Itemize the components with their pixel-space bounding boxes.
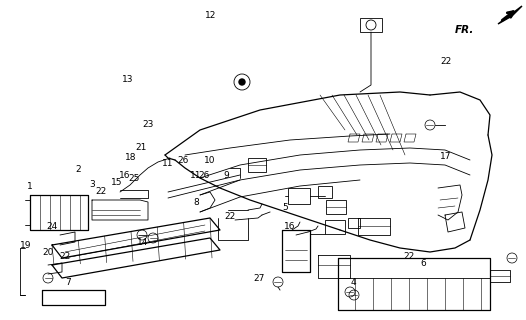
Text: 25: 25 xyxy=(128,174,140,183)
Polygon shape xyxy=(498,6,522,24)
Text: 6: 6 xyxy=(420,259,426,268)
Text: 17: 17 xyxy=(440,152,452,161)
Text: 1: 1 xyxy=(27,182,33,191)
Text: 14: 14 xyxy=(137,238,149,247)
Text: 22: 22 xyxy=(225,212,236,221)
Text: 27: 27 xyxy=(253,274,265,283)
Text: 13: 13 xyxy=(122,75,133,84)
Text: 10: 10 xyxy=(204,156,215,165)
Text: 5: 5 xyxy=(282,203,288,212)
Text: 12: 12 xyxy=(205,11,216,20)
Text: 9: 9 xyxy=(224,171,229,180)
Bar xyxy=(360,18,382,32)
Bar xyxy=(348,218,360,228)
Text: 19: 19 xyxy=(19,241,31,250)
Text: 24: 24 xyxy=(46,222,57,231)
Text: 22: 22 xyxy=(95,187,107,196)
Text: 4: 4 xyxy=(351,278,356,287)
Text: 20: 20 xyxy=(43,248,54,257)
Text: 18: 18 xyxy=(125,153,136,162)
Text: 22: 22 xyxy=(440,57,452,66)
Text: 11: 11 xyxy=(161,159,173,168)
Text: 15: 15 xyxy=(111,178,123,187)
Bar xyxy=(288,188,310,204)
Text: 11: 11 xyxy=(190,171,201,180)
Text: 26: 26 xyxy=(198,171,210,180)
Text: 7: 7 xyxy=(66,278,71,287)
Text: 2: 2 xyxy=(75,165,80,174)
Text: 23: 23 xyxy=(143,120,154,129)
Bar xyxy=(325,220,345,234)
Bar xyxy=(326,200,346,214)
Bar xyxy=(318,186,332,198)
Text: 3: 3 xyxy=(89,180,95,189)
Text: 16: 16 xyxy=(119,171,131,180)
Circle shape xyxy=(239,79,245,85)
Bar xyxy=(248,158,266,172)
Text: 26: 26 xyxy=(177,156,189,165)
Text: FR.: FR. xyxy=(454,25,474,35)
Text: 21: 21 xyxy=(135,143,147,152)
Text: 8: 8 xyxy=(194,198,199,207)
Text: 16: 16 xyxy=(284,222,295,231)
Text: 22: 22 xyxy=(403,252,415,261)
Text: 22: 22 xyxy=(59,252,71,261)
